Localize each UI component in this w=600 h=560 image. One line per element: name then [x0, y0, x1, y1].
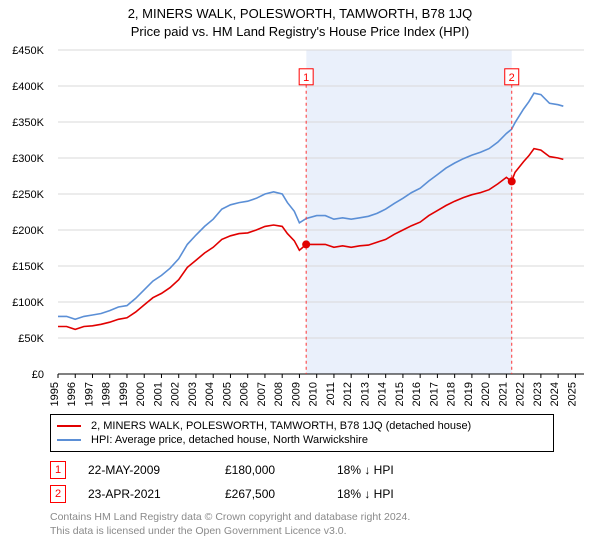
svg-text:2024: 2024: [549, 382, 561, 406]
chart-subtitle: Price paid vs. HM Land Registry's House …: [0, 24, 600, 39]
svg-text:£250K: £250K: [12, 189, 44, 201]
attribution-text: Contains HM Land Registry data © Crown c…: [50, 510, 410, 538]
sales-table: 1 22-MAY-2009 £180,000 18% ↓ HPI 2 23-AP…: [50, 458, 437, 506]
svg-text:2019: 2019: [463, 382, 475, 406]
svg-text:2005: 2005: [221, 382, 233, 406]
svg-text:1995: 1995: [49, 382, 61, 406]
svg-text:£200K: £200K: [12, 225, 44, 237]
legend-label: 2, MINERS WALK, POLESWORTH, TAMWORTH, B7…: [91, 420, 471, 432]
svg-text:£450K: £450K: [12, 45, 44, 57]
svg-text:2: 2: [509, 72, 515, 84]
attribution-line: Contains HM Land Registry data © Crown c…: [50, 510, 410, 524]
svg-text:2025: 2025: [566, 382, 578, 406]
svg-text:2008: 2008: [273, 382, 285, 406]
svg-text:£50K: £50K: [18, 333, 44, 345]
chart-container: 2, MINERS WALK, POLESWORTH, TAMWORTH, B7…: [0, 0, 600, 560]
svg-text:2001: 2001: [152, 382, 164, 406]
sale-diff: 18% ↓ HPI: [337, 463, 437, 477]
sale-date: 23-APR-2021: [88, 487, 203, 501]
legend-row: 2, MINERS WALK, POLESWORTH, TAMWORTH, B7…: [57, 419, 547, 433]
legend-swatch-property: [57, 425, 81, 427]
legend: 2, MINERS WALK, POLESWORTH, TAMWORTH, B7…: [50, 414, 554, 452]
svg-text:1998: 1998: [101, 382, 113, 406]
svg-text:£150K: £150K: [12, 261, 44, 273]
title-block: 2, MINERS WALK, POLESWORTH, TAMWORTH, B7…: [0, 0, 600, 39]
svg-text:2021: 2021: [497, 382, 509, 406]
svg-text:£300K: £300K: [12, 153, 44, 165]
sale-price: £267,500: [225, 487, 315, 501]
svg-text:£400K: £400K: [12, 81, 44, 93]
svg-text:2007: 2007: [256, 382, 268, 406]
svg-text:2011: 2011: [325, 382, 337, 406]
svg-text:£100K: £100K: [12, 297, 44, 309]
legend-swatch-hpi: [57, 439, 81, 441]
svg-text:2023: 2023: [532, 382, 544, 406]
svg-text:1996: 1996: [66, 382, 78, 406]
svg-text:2015: 2015: [394, 382, 406, 406]
svg-text:2003: 2003: [187, 382, 199, 406]
svg-text:1: 1: [303, 72, 309, 84]
svg-text:2022: 2022: [515, 382, 527, 406]
sale-row: 1 22-MAY-2009 £180,000 18% ↓ HPI: [50, 458, 437, 482]
svg-text:2013: 2013: [359, 382, 371, 406]
svg-text:2012: 2012: [342, 382, 354, 406]
svg-text:£0: £0: [32, 369, 44, 381]
sale-marker-icon: 2: [50, 485, 66, 503]
svg-text:2020: 2020: [480, 382, 492, 406]
sale-date: 22-MAY-2009: [88, 463, 203, 477]
svg-text:2002: 2002: [170, 382, 182, 406]
svg-text:2010: 2010: [308, 382, 320, 406]
svg-text:1997: 1997: [83, 382, 95, 406]
svg-text:2004: 2004: [204, 382, 216, 406]
svg-text:2006: 2006: [239, 382, 251, 406]
svg-text:£350K: £350K: [12, 117, 44, 129]
line-chart-svg: £0£50K£100K£150K£200K£250K£300K£350K£400…: [50, 46, 590, 404]
sale-row: 2 23-APR-2021 £267,500 18% ↓ HPI: [50, 482, 437, 506]
sale-price: £180,000: [225, 463, 315, 477]
chart-title: 2, MINERS WALK, POLESWORTH, TAMWORTH, B7…: [0, 6, 600, 21]
svg-text:1999: 1999: [118, 382, 130, 406]
svg-text:2016: 2016: [411, 382, 423, 406]
sale-marker-icon: 1: [50, 461, 66, 479]
svg-text:2018: 2018: [446, 382, 458, 406]
plot-area: £0£50K£100K£150K£200K£250K£300K£350K£400…: [50, 46, 590, 404]
svg-text:2014: 2014: [377, 382, 389, 406]
attribution-line: This data is licensed under the Open Gov…: [50, 524, 410, 538]
svg-text:2009: 2009: [290, 382, 302, 406]
sale-diff: 18% ↓ HPI: [337, 487, 437, 501]
legend-label: HPI: Average price, detached house, Nort…: [91, 434, 368, 446]
legend-row: HPI: Average price, detached house, Nort…: [57, 433, 547, 447]
svg-text:2017: 2017: [428, 382, 440, 406]
svg-text:2000: 2000: [135, 382, 147, 406]
